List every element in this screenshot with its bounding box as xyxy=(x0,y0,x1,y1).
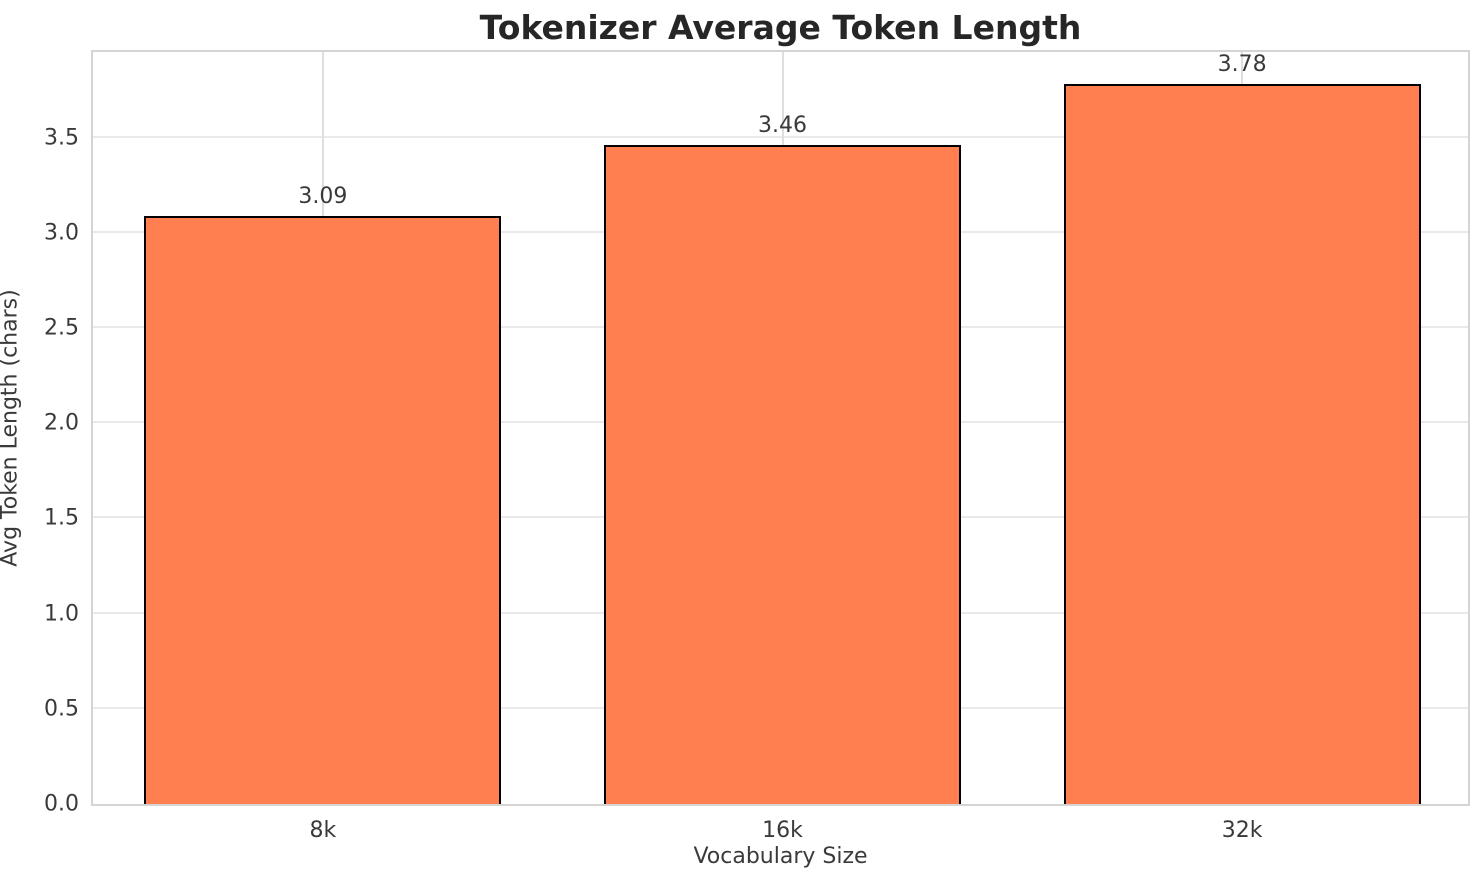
y-axis-label: Avg Token Length (chars) xyxy=(0,289,23,567)
x-tick-label: 16k xyxy=(762,818,803,843)
plot-area: 0.0 0.5 1.0 1.5 2.0 2.5 3.0 3.5 3.09 8k 3.46 16k 3.7… xyxy=(44,50,1470,843)
y-tick-label: 1.5 xyxy=(44,505,79,531)
y-tick-label: 3.5 xyxy=(44,125,79,151)
y-tick-label: 0.0 xyxy=(44,791,79,817)
y-tick-label: 2.5 xyxy=(44,315,79,341)
bar-8k xyxy=(144,215,502,804)
bar-value-label: 3.46 xyxy=(758,113,807,139)
x-axis-label: Vocabulary Size xyxy=(693,844,868,869)
bar-value-label: 3.78 xyxy=(1217,52,1267,78)
y-tick-label: 2.0 xyxy=(44,410,79,436)
chart-title: Tokenizer Average Token Length xyxy=(479,8,1082,47)
y-gridline xyxy=(93,135,1468,138)
x-tick-label: 8k xyxy=(309,818,337,843)
bar-value-label: 3.09 xyxy=(298,183,348,209)
y-tick-label: 3.0 xyxy=(44,220,79,246)
bar-32k xyxy=(1063,84,1421,804)
x-tick-label: 32k xyxy=(1221,818,1263,843)
y-tick-label: 0.5 xyxy=(44,696,79,722)
y-tick-label: 1.0 xyxy=(44,601,79,627)
bar-16k xyxy=(604,145,961,804)
